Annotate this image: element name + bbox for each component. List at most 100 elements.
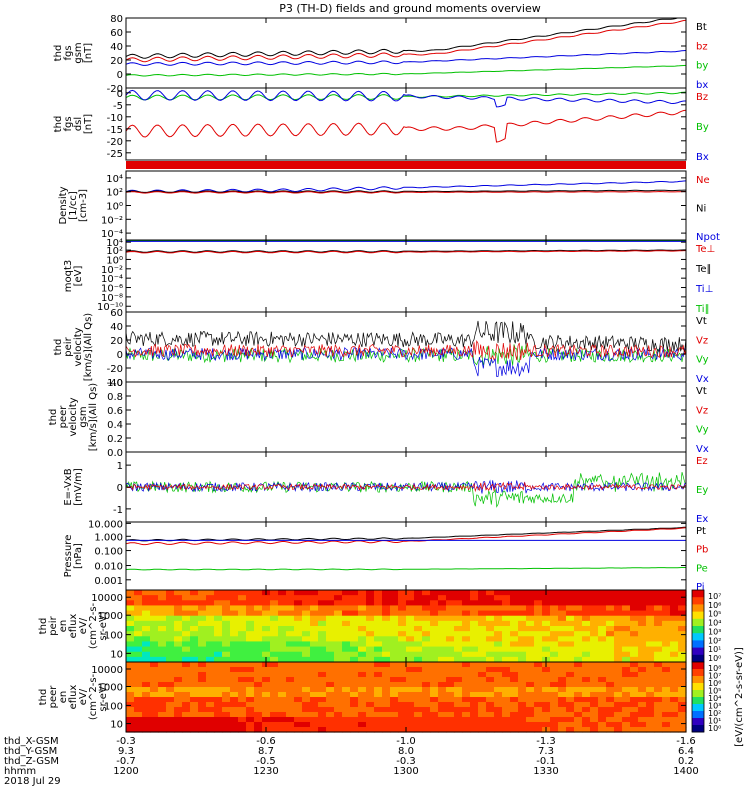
heatmap-cell: [574, 631, 583, 637]
heatmap-cell: [246, 677, 255, 683]
legend-entry: Ti⊥: [695, 284, 713, 295]
heatmap-cell: [374, 605, 383, 612]
heatmap-cell: [654, 595, 663, 601]
heatmap-cell: [390, 631, 399, 637]
y-tick-label: 80: [110, 14, 123, 25]
heatmap-cell: [662, 600, 671, 607]
heatmap-cell: [382, 677, 391, 683]
heatmap-cell: [246, 697, 255, 703]
y-axis-label: peir: [63, 336, 74, 356]
heatmap-cell: [414, 722, 423, 728]
heatmap-cell: [270, 677, 279, 683]
heatmap-cell: [590, 717, 599, 723]
heatmap-cell: [414, 727, 423, 733]
heatmap-cell: [166, 590, 175, 596]
heatmap-cell: [406, 590, 415, 596]
heatmap-cell: [566, 646, 575, 653]
heatmap-cell: [406, 702, 415, 708]
heatmap-cell: [478, 636, 487, 643]
heatmap-cell: [150, 590, 159, 596]
heatmap-cell: [302, 717, 311, 723]
heatmap-cell: [150, 595, 159, 601]
heatmap-cell: [126, 605, 135, 612]
heatmap-cell: [486, 631, 495, 637]
heatmap-cell: [438, 692, 447, 698]
x-axis-row-value: 8.7: [258, 746, 274, 757]
x-axis-row-value: -1.0: [396, 736, 416, 747]
heatmap-cell: [606, 656, 615, 663]
heatmap-cell: [670, 646, 679, 653]
heatmap-cell: [454, 662, 463, 668]
heatmap-cell: [454, 626, 463, 632]
colorbar-segment: [692, 683, 704, 691]
heatmap-cell: [158, 672, 167, 678]
heatmap-cell: [350, 590, 359, 596]
heatmap-cell: [534, 727, 543, 733]
heatmap-cell: [270, 620, 279, 627]
heatmap-cell: [518, 712, 527, 718]
heatmap-cell: [606, 687, 615, 693]
heatmap-cell: [502, 631, 511, 637]
heatmap-cell: [654, 626, 663, 632]
heatmap-cell: [486, 646, 495, 653]
heatmap-cell: [366, 707, 375, 713]
heatmap-cell: [406, 641, 415, 648]
heatmap-cell: [342, 707, 351, 713]
heatmap-cell: [358, 626, 367, 632]
heatmap-cell: [342, 717, 351, 723]
heatmap-cell: [198, 662, 207, 668]
heatmap-cell: [446, 682, 455, 688]
heatmap-cell: [654, 615, 663, 622]
heatmap-cell: [238, 631, 247, 637]
heatmap-cell: [598, 631, 607, 637]
heatmap-cell: [294, 610, 303, 617]
heatmap-cell: [510, 727, 519, 733]
heatmap-cell: [494, 590, 503, 596]
heatmap-cell: [662, 692, 671, 698]
heatmap-cell: [542, 677, 551, 683]
heatmap-cell: [190, 667, 199, 673]
heatmap-cell: [134, 702, 143, 708]
y-tick-label: 1: [117, 461, 123, 472]
heatmap-cell: [422, 626, 431, 632]
heatmap-cell: [350, 615, 359, 622]
heatmap-cell: [622, 641, 631, 648]
heatmap-cell: [246, 692, 255, 698]
heatmap-cell: [398, 626, 407, 632]
heatmap-cell: [134, 646, 143, 653]
heatmap-cell: [462, 656, 471, 663]
heatmap-cell: [230, 727, 239, 733]
heatmap-cell: [134, 692, 143, 698]
heatmap-cell: [174, 651, 183, 658]
heatmap-cell: [278, 636, 287, 643]
heatmap-cell: [342, 615, 351, 622]
heatmap-cell: [150, 662, 159, 668]
heatmap-cell: [142, 707, 151, 713]
heatmap-cell: [142, 605, 151, 612]
heatmap-cell: [174, 590, 183, 596]
heatmap-cell: [126, 631, 135, 637]
y-axis-label: gsm: [73, 42, 84, 63]
heatmap-cell: [422, 615, 431, 622]
heatmap-cell: [654, 682, 663, 688]
heatmap-cell: [246, 641, 255, 648]
heatmap-cell: [302, 610, 311, 617]
heatmap-cell: [654, 656, 663, 663]
heatmap-cell: [310, 667, 319, 673]
heatmap-cell: [406, 707, 415, 713]
y-axis-label: [nPa]: [73, 543, 84, 569]
heatmap-cell: [158, 641, 167, 648]
heatmap-cell: [518, 626, 527, 632]
heatmap-cell: [622, 631, 631, 637]
legend-entry: by: [696, 61, 708, 72]
heatmap-cell: [542, 702, 551, 708]
heatmap-cell: [454, 615, 463, 622]
heatmap-cell: [150, 697, 159, 703]
heatmap-cell: [286, 697, 295, 703]
heatmap-cell: [286, 712, 295, 718]
heatmap-cell: [446, 610, 455, 617]
heatmap-cell: [630, 672, 639, 678]
heatmap-cell: [190, 672, 199, 678]
heatmap-cell: [286, 590, 295, 596]
